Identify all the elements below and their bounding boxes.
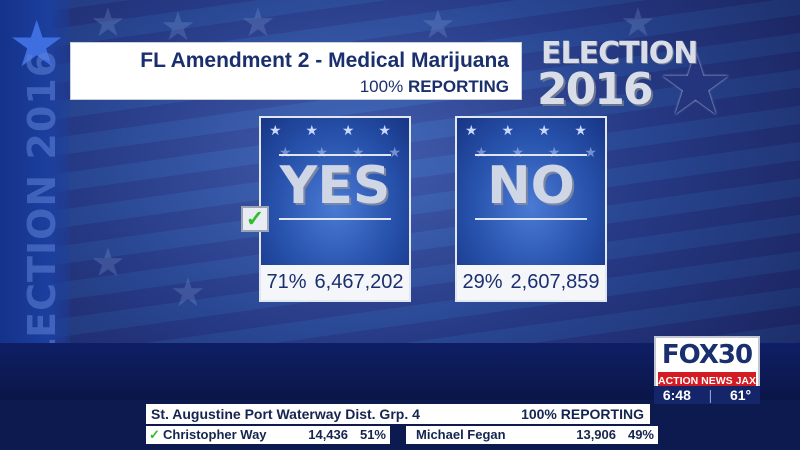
ticker-race-title: St. Augustine Port Waterway Dist. Grp. 4 <box>151 406 420 422</box>
vertical-election-label: ELECTION 2016 <box>20 49 64 390</box>
race-title-box: FL Amendment 2 - Medical Marijuana 100% … <box>70 42 522 100</box>
result-panel-yes: ★ ★ ★ ★ ★ ★ ★ ★ ★ YES 71% 6,467,202 <box>259 116 411 302</box>
candidate-percent: 51% <box>359 427 386 442</box>
result-footer: 29% 2,607,859 <box>457 265 605 300</box>
candidate-percent: 49% <box>627 427 654 442</box>
station-name: FOX30 <box>661 340 753 370</box>
star-icon: ★ <box>420 3 456 47</box>
star-row-icon: ★ ★ ★ ★ <box>279 144 409 160</box>
candidate-name: Christopher Way <box>163 427 267 442</box>
star-icon: ★ <box>8 8 66 80</box>
ticker-reporting: 100% REPORTING <box>521 406 644 422</box>
reporting-status: 100% REPORTING <box>360 77 509 97</box>
result-votes: 6,467,202 <box>314 271 404 293</box>
ticker-race-row: St. Augustine Port Waterway Dist. Grp. 4… <box>146 404 650 424</box>
logo-year-text: 2016 <box>537 64 653 115</box>
station-subtitle: ACTION NEWS JAX <box>658 372 756 390</box>
candidate-votes: 14,436 <box>308 427 348 442</box>
panel-artwork: ★ ★ ★ ★ ★ ★ ★ ★ ★ YES <box>261 118 409 265</box>
star-row-icon: ★ ★ ★ ★ <box>475 144 605 160</box>
result-footer: 71% 6,467,202 <box>261 265 409 300</box>
divider <box>279 154 391 156</box>
left-side-bar: ★ ELECTION 2016 <box>0 0 70 400</box>
reporting-percent: 100% <box>359 77 404 96</box>
divider <box>279 218 391 220</box>
clock-time: 6:48 <box>662 387 691 403</box>
star-icon: ★ <box>90 1 126 45</box>
result-percent: 29% <box>462 271 503 293</box>
star-icon: ★ <box>160 5 196 49</box>
result-votes: 2,607,859 <box>510 271 600 293</box>
divider <box>475 154 587 156</box>
star-row-icon: ★ ★ ★ ★ ★ <box>465 122 605 138</box>
option-label: NO <box>487 156 575 216</box>
candidate-name: Michael Fegan <box>416 427 506 442</box>
election-2016-logo: ★ ELECTION 2016 <box>535 36 735 128</box>
race-title: FL Amendment 2 - Medical Marijuana <box>140 49 509 72</box>
panel-artwork: ★ ★ ★ ★ ★ ★ ★ ★ ★ NO <box>457 118 605 265</box>
divider <box>475 218 587 220</box>
candidate-votes: 13,906 <box>576 427 616 442</box>
star-icon: ★ <box>620 1 656 45</box>
reporting-label: REPORTING <box>407 77 509 96</box>
winner-checkmark-icon: ✓ <box>241 206 269 232</box>
result-panel-no: ★ ★ ★ ★ ★ ★ ★ ★ ★ NO 29% 2,607,859 <box>455 116 607 302</box>
star-icon: ★ <box>90 241 126 285</box>
star-icon: ★ <box>657 37 735 133</box>
option-label: YES <box>279 156 391 216</box>
star-icon: ★ <box>240 1 276 45</box>
ticker-candidate-row: ✓ Christopher Way 14,436 51% <box>146 426 390 444</box>
result-percent: 71% <box>266 271 307 293</box>
winner-checkmark-icon: ✓ <box>149 427 160 442</box>
ticker-candidate-row: Michael Fegan 13,906 49% <box>406 426 658 444</box>
star-icon: ★ <box>170 271 206 315</box>
star-row-icon: ★ ★ ★ ★ ★ <box>269 122 409 138</box>
time-temp-bar: 6:48 | 61° <box>654 386 760 404</box>
temperature: 61° <box>729 387 752 403</box>
logo-election-text: ELECTION <box>541 36 698 71</box>
separator: | <box>708 387 713 403</box>
